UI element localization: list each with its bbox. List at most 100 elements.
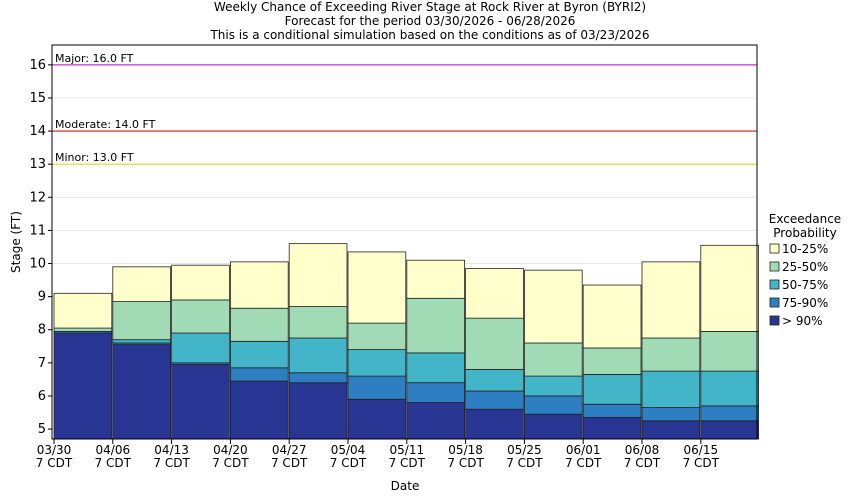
chart-title: Weekly Chance of Exceeding River Stage a… xyxy=(214,0,646,14)
bar-segment xyxy=(347,398,407,440)
bar-segment xyxy=(229,367,289,382)
bar-segment xyxy=(229,340,289,369)
bar-segment xyxy=(465,268,524,319)
x-tick-label: 05/25 7 CDT xyxy=(506,443,543,470)
bar-segment xyxy=(524,269,583,344)
flood-level-label: Moderate: 14.0 FT xyxy=(55,118,156,131)
bar-segment xyxy=(288,382,348,440)
bar-segment xyxy=(700,370,759,407)
bar-segment xyxy=(347,322,407,351)
bar-segment xyxy=(465,390,524,410)
chart-subtitle: This is a conditional simulation based o… xyxy=(209,28,649,42)
bar-segment xyxy=(112,301,172,341)
legend-label: > 90% xyxy=(782,314,823,328)
y-tick-label: 7 xyxy=(38,356,46,371)
y-tick-label: 8 xyxy=(38,323,46,338)
bar-segment xyxy=(347,375,407,400)
x-tick-label: 04/20 7 CDT xyxy=(212,443,249,470)
x-tick-label: 03/30 7 CDT xyxy=(35,443,73,470)
legend-title: Exceedance Probability xyxy=(768,212,842,240)
legend-label: 75-90% xyxy=(782,296,828,310)
bar-segment xyxy=(347,349,407,377)
x-tick-label: 04/06 7 CDT xyxy=(94,443,131,470)
bar-segment xyxy=(700,244,759,332)
y-tick-label: 10 xyxy=(29,257,46,272)
bar-segment xyxy=(406,402,465,440)
bar-segment xyxy=(465,317,524,370)
bar-segment xyxy=(524,375,583,397)
y-tick-label: 15 xyxy=(29,91,46,106)
y-tick-label: 16 xyxy=(29,58,46,73)
bar-segment xyxy=(406,297,465,354)
bar-segment xyxy=(406,352,465,384)
legend-label: 50-75% xyxy=(782,278,828,292)
y-tick-label: 9 xyxy=(38,290,46,305)
x-axis-label: Date xyxy=(391,479,420,493)
bar-segment xyxy=(171,264,230,301)
x-tick-label: 06/01 7 CDT xyxy=(564,443,602,470)
bar-segment xyxy=(582,403,642,418)
bar-segment xyxy=(700,420,759,440)
x-tick-label: 05/18 7 CDT xyxy=(447,443,484,470)
bar-segment xyxy=(171,299,230,334)
bar-segment xyxy=(524,413,583,440)
bar-segment xyxy=(171,332,230,364)
bar-segment xyxy=(53,292,113,329)
chart-subtitle: Forecast for the period 03/30/2026 - 06/… xyxy=(285,14,576,28)
flood-level-label: Minor: 13.0 FT xyxy=(55,151,134,164)
legend-swatch xyxy=(769,279,780,290)
x-tick-label: 04/27 7 CDT xyxy=(270,443,308,470)
x-tick-label: 05/11 7 CDT xyxy=(388,443,425,470)
bar-segment xyxy=(582,374,642,405)
legend-label: 10-25% xyxy=(782,242,828,256)
bar-segment xyxy=(347,251,407,324)
plot-frame xyxy=(51,44,758,440)
bar-segment xyxy=(229,307,289,342)
bar-segment xyxy=(700,330,759,372)
bar-segment xyxy=(288,306,348,339)
bar-segment xyxy=(288,337,348,374)
bar-segment xyxy=(641,407,701,422)
bar-segment xyxy=(112,344,172,440)
y-tick-label: 12 xyxy=(29,190,46,205)
bar-segment xyxy=(700,405,759,422)
bar-segment xyxy=(288,243,348,307)
bar-segment xyxy=(229,261,289,309)
bar-segment xyxy=(641,370,701,408)
bar-segment xyxy=(406,382,465,403)
bar-segment xyxy=(582,347,642,375)
bar-segment xyxy=(112,339,172,344)
bar-segment xyxy=(465,408,524,440)
x-tick-label: 05/04 7 CDT xyxy=(329,443,367,470)
x-tick-label: 06/15 7 CDT xyxy=(682,443,719,470)
legend-label: 25-50% xyxy=(782,260,828,274)
bar-segment xyxy=(524,395,583,415)
bar-segment xyxy=(582,284,642,349)
legend-swatch xyxy=(769,243,780,254)
y-tick-label: 14 xyxy=(29,124,46,139)
bar-segment xyxy=(641,261,701,339)
y-tick-label: 11 xyxy=(29,223,46,238)
bar-segment xyxy=(112,266,172,302)
y-axis-label: Stage (FT) xyxy=(9,211,23,273)
bar-segment xyxy=(641,420,701,440)
bar-segment xyxy=(582,417,642,440)
y-tick-label: 5 xyxy=(38,422,46,437)
flood-level-label: Major: 16.0 FT xyxy=(55,52,134,65)
y-tick-label: 13 xyxy=(29,157,46,172)
bar-segment xyxy=(53,327,113,332)
bar-segment xyxy=(53,332,113,440)
bar-segment xyxy=(229,380,289,440)
legend-swatch xyxy=(769,261,780,272)
legend-swatch xyxy=(769,315,780,326)
bar-segment xyxy=(524,342,583,377)
x-tick-label: 06/08 7 CDT xyxy=(623,443,661,470)
bar-segment xyxy=(641,337,701,372)
y-tick-label: 6 xyxy=(38,389,46,404)
x-tick-label: 04/13 7 CDT xyxy=(153,443,190,470)
legend-swatch xyxy=(769,297,780,308)
bar-segment xyxy=(171,364,230,440)
bar-segment xyxy=(288,372,348,384)
